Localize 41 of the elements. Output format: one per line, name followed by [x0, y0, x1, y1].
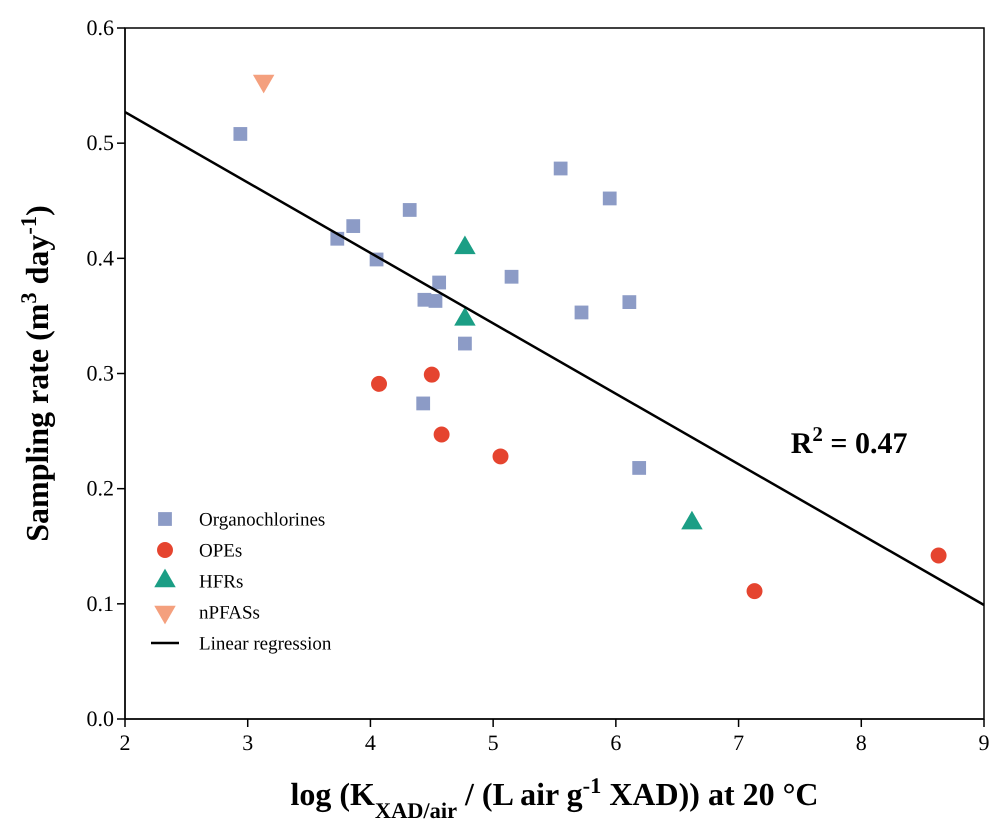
point [434, 426, 450, 442]
point [432, 276, 446, 290]
point [424, 366, 440, 383]
x-tick-label: 8 [856, 730, 867, 755]
x-tick-label: 4 [364, 730, 376, 755]
y-tick-label: 0.6 [86, 15, 114, 40]
x-tick-label: 3 [242, 730, 254, 755]
point [492, 448, 508, 464]
point [602, 192, 617, 206]
point [458, 336, 472, 350]
x-tick-label: 2 [120, 730, 130, 755]
x-axis-title: log (K$_{XAD/air}$ / (L air g$^{-1}$ XAD)) at 20 °C [290, 772, 819, 822]
point [428, 294, 442, 308]
legend-label: Linear regression [199, 634, 332, 655]
x-tick-label: 7 [733, 730, 744, 755]
point [930, 548, 947, 564]
y-tick-label: 0.4 [86, 245, 114, 270]
legend-label: HFRs [199, 572, 244, 593]
annotation: R$^{2}$ = 0.47 [790, 422, 908, 460]
point [371, 376, 387, 392]
point [622, 295, 636, 309]
point [504, 270, 518, 284]
point [233, 127, 248, 141]
y-tick-label: 0.3 [86, 360, 114, 386]
point [416, 396, 430, 410]
point [554, 162, 568, 176]
point [632, 461, 646, 475]
y-tick-label: 0.5 [86, 130, 114, 156]
point [402, 203, 417, 217]
y-tick-label: 0.1 [86, 590, 114, 616]
x-tick-label: 9 [978, 730, 990, 755]
y-tick-label: 0.0 [86, 706, 114, 732]
x-tick-label: 5 [488, 730, 499, 755]
x-tick-label: 6 [610, 730, 622, 755]
point [746, 583, 763, 600]
legend-label: nPFASs [199, 602, 260, 624]
y-tick-label: 0.2 [86, 476, 114, 501]
legend-label: Organochlorines [199, 510, 326, 531]
point [574, 306, 588, 320]
point [346, 219, 360, 233]
legend-label: OPEs [199, 540, 242, 562]
